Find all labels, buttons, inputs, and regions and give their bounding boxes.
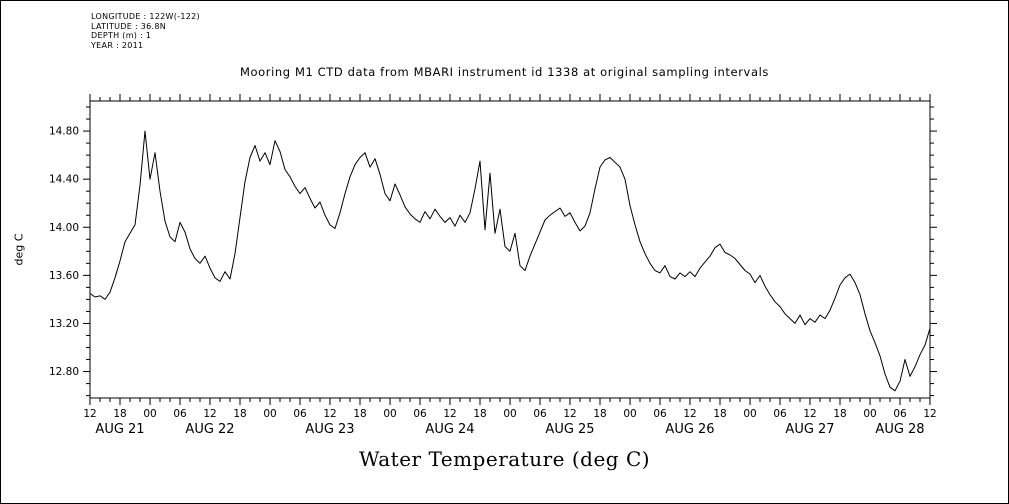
x-tick-label: 18: [353, 408, 366, 420]
x-tick-label: 06: [533, 408, 547, 420]
x-tick-label: 00: [383, 408, 396, 420]
x-tick-label: 00: [263, 408, 276, 420]
x-tick-label: 18: [473, 408, 486, 420]
y-tick-label: 14.00: [49, 222, 79, 234]
x-tick-label: 18: [713, 408, 726, 420]
x-tick-label: 12: [83, 408, 96, 420]
y-tick-label: 13.20: [49, 318, 79, 330]
y-tick-label: 14.40: [49, 174, 79, 186]
x-tick-label: 06: [293, 408, 307, 420]
x-tick-label: 06: [173, 408, 187, 420]
metadata-year: YEAR : 2011: [91, 40, 144, 50]
x-date-label: AUG 24: [425, 422, 474, 437]
x-tick-label: 18: [593, 408, 606, 420]
x-date-label: AUG 26: [665, 422, 714, 437]
x-date-label: AUG 27: [785, 422, 834, 437]
metadata-block: LONGITUDE : 122W(-122) LATITUDE : 36.8N …: [91, 12, 200, 50]
metadata-depth: DEPTH (m) : 1: [91, 31, 152, 40]
x-tick-label: 18: [113, 408, 126, 420]
metadata-longitude: LONGITUDE : 122W(-122): [91, 12, 200, 21]
x-tick-label: 00: [143, 408, 156, 420]
x-tick-label: 06: [773, 408, 787, 420]
y-tick-label: 12.80: [49, 366, 79, 378]
x-tick-label: 12: [923, 408, 936, 420]
x-tick-label: 18: [233, 408, 246, 420]
x-tick-label: 00: [503, 408, 516, 420]
x-tick-label: 06: [413, 408, 427, 420]
chart-title: Mooring M1 CTD data from MBARI instrumen…: [240, 65, 769, 79]
x-tick-label: 12: [443, 408, 456, 420]
x-tick-label: 00: [743, 408, 756, 420]
x-tick-label: 12: [203, 408, 216, 420]
x-tick-label: 06: [653, 408, 667, 420]
x-date-label: AUG 22: [185, 422, 234, 437]
x-date-label: AUG 23: [305, 422, 354, 437]
x-tick-label: 12: [563, 408, 576, 420]
temperature-line: [89, 130, 931, 392]
x-tick-label: 00: [863, 408, 876, 420]
x-tick-label: 12: [323, 408, 336, 420]
x-date-label: AUG 28: [875, 422, 924, 437]
metadata-latitude: LATITUDE : 36.8N: [91, 21, 167, 31]
x-tick-label: 00: [623, 408, 636, 420]
x-tick-label: 06: [893, 408, 907, 420]
x-tick-label: 18: [833, 408, 846, 420]
x-axis-title: Water Temperature (deg C): [358, 447, 651, 471]
x-tick-label: 12: [803, 408, 816, 420]
x-date-label: AUG 25: [545, 422, 594, 437]
y-tick-label: 14.80: [49, 126, 79, 138]
x-date-label: AUG 21: [95, 422, 144, 437]
y-tick-label: 13.60: [49, 270, 79, 282]
x-tick-label: 12: [683, 408, 696, 420]
